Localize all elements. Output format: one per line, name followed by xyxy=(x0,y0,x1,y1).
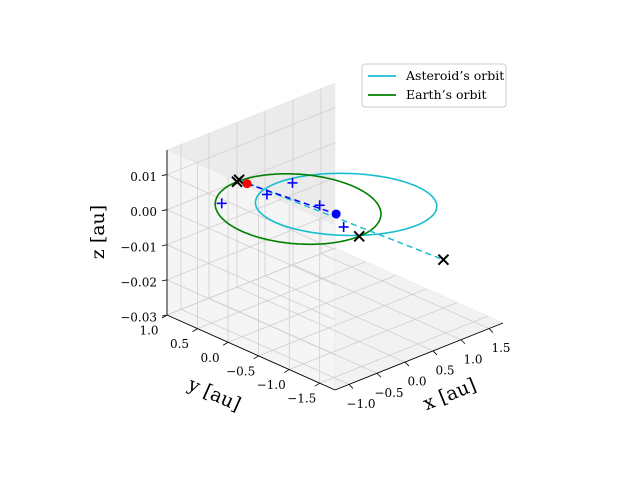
y-tick xyxy=(222,341,229,346)
y-tick-label: −1.5 xyxy=(287,392,316,406)
z-tick xyxy=(161,314,168,317)
x-marker xyxy=(231,176,243,188)
earth-orbit-line xyxy=(214,173,382,246)
x-tick-label: −0.5 xyxy=(374,386,403,400)
z-tick-label: −0.02 xyxy=(120,275,157,289)
z-tick-label: 0.01 xyxy=(130,170,157,184)
y-axis-label: y [au] xyxy=(184,373,244,416)
legend-label: Asteroid’s orbit xyxy=(405,68,504,83)
plus-marker xyxy=(287,177,298,188)
plus-marker xyxy=(216,198,227,209)
dashed-lines xyxy=(238,179,444,261)
z-tick xyxy=(161,209,168,212)
x-axis-line xyxy=(334,322,504,391)
legend: Asteroid’s orbit Earth’s orbit xyxy=(361,63,507,108)
legend-box xyxy=(361,63,507,108)
axis-panes xyxy=(166,82,504,391)
plus-marker xyxy=(261,189,272,200)
x-tick xyxy=(432,350,438,356)
x-tick xyxy=(404,361,410,367)
z-tick xyxy=(161,174,168,176)
z-tick xyxy=(161,279,168,282)
x-marker xyxy=(437,253,450,266)
y-tick-label: −1.0 xyxy=(257,378,286,392)
z-tick-label: −0.01 xyxy=(120,240,157,254)
y-tick xyxy=(314,382,320,387)
z-tick xyxy=(161,244,168,247)
z-axis-label: z [au] xyxy=(87,205,109,259)
tick-marks: −1.0−0.50.00.51.01.51.00.50.0−0.5−1.0−1.… xyxy=(120,170,510,411)
plus-marker xyxy=(338,222,349,233)
y-tick xyxy=(283,369,290,373)
y-tick-label: −0.5 xyxy=(226,364,255,378)
asteroid-orbit-line xyxy=(254,172,438,237)
y-tick xyxy=(253,355,259,360)
red-dot xyxy=(242,179,252,189)
x-tick-label: −1.0 xyxy=(346,397,375,411)
x-tick-label: 0.0 xyxy=(407,375,426,389)
x-marker xyxy=(353,230,365,243)
y-tick xyxy=(192,328,198,332)
z-tick-label: −0.03 xyxy=(120,311,157,325)
z-tick-label: 0.00 xyxy=(130,205,157,219)
x-tick xyxy=(488,328,494,333)
axis-lines xyxy=(166,150,504,391)
x-tick-label: 0.5 xyxy=(435,363,454,377)
plus-marker xyxy=(314,200,325,211)
blue-dot xyxy=(331,209,341,219)
markers xyxy=(216,174,450,266)
y-tick-label: 0.0 xyxy=(201,351,220,365)
dashed-line xyxy=(246,182,337,215)
y-tick-label: 1.0 xyxy=(139,324,158,338)
x-tick-label: 1.5 xyxy=(491,341,510,355)
legend-label: Earth’s orbit xyxy=(406,87,487,102)
x-axis-label: x [au] xyxy=(420,374,479,415)
dashed-line xyxy=(238,179,444,261)
x-tick xyxy=(376,372,382,378)
x-tick xyxy=(348,384,354,389)
y-axis-line xyxy=(166,314,336,391)
y-tick-label: 0.5 xyxy=(170,337,189,351)
x-tick-label: 1.0 xyxy=(463,352,482,366)
series-lines xyxy=(214,172,438,246)
x-tick xyxy=(460,339,466,345)
